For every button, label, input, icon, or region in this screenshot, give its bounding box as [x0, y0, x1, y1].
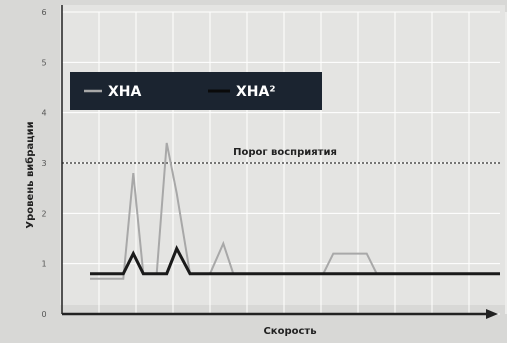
y-tick-label: 1	[41, 260, 46, 269]
threshold-label: Порог восприятия	[233, 147, 337, 158]
series-line-xha2	[90, 245, 500, 276]
x-axis-arrow	[486, 309, 498, 319]
y-tick-label: 6	[41, 8, 46, 17]
y-axis-label: Уровень вибрации	[24, 121, 36, 228]
legend: XHA XHA²	[70, 72, 322, 110]
y-tick-label: 5	[41, 58, 46, 67]
series-group	[90, 142, 500, 280]
x-axis-label: Скорость	[263, 326, 316, 337]
y-tick-label: 0	[41, 310, 46, 319]
y-tick-label: 4	[41, 109, 46, 118]
y-tick-label: 2	[41, 209, 46, 218]
y-tick-labels: 0 1 2 3 4 5 6	[41, 8, 46, 319]
legend-label-xha2: XHA²	[236, 84, 275, 100]
legend-label-xha: XHA	[108, 84, 142, 100]
y-tick-label: 3	[41, 159, 46, 168]
legend-box	[70, 72, 322, 110]
